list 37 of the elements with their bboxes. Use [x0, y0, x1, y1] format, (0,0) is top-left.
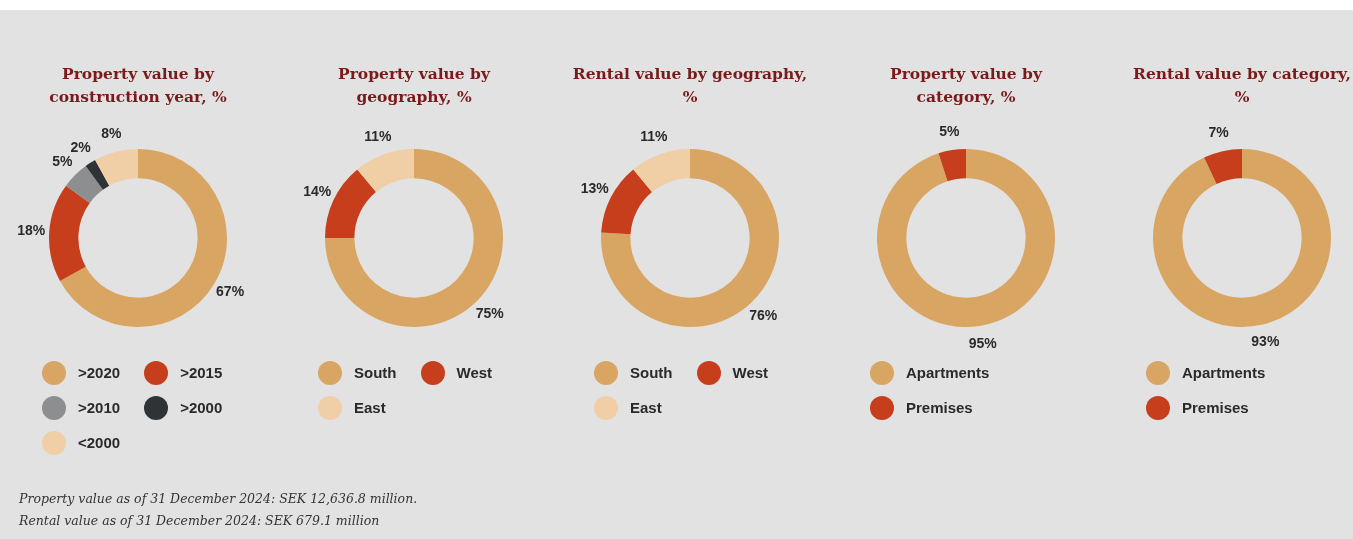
legend-label: South	[630, 364, 673, 381]
legend-label: West	[456, 364, 493, 381]
legend-label: East	[354, 399, 386, 416]
legend-label: Apartments	[906, 364, 990, 381]
data-label: 5%	[939, 123, 960, 140]
data-label: 11%	[364, 128, 392, 145]
data-label: 95%	[968, 334, 998, 351]
data-label: 76%	[749, 306, 778, 323]
data-label: 11%	[640, 128, 668, 145]
data-label: 13%	[580, 180, 610, 197]
legend-label: <2000	[78, 434, 121, 451]
data-label: 2%	[70, 138, 92, 155]
text: Property value as of 31 December 2024: SEK 12,636.8 million.	[19, 490, 418, 508]
legend-label: West	[732, 364, 769, 381]
data-label: 93%	[1251, 333, 1280, 350]
legend-label: Premises	[1182, 399, 1249, 416]
text: Rental value as of 31 December 2024: SEK 679.1 million	[19, 512, 381, 530]
data-label: 8%	[101, 125, 123, 142]
data-label: 7%	[1208, 124, 1230, 141]
legend-label: >2000	[180, 399, 223, 416]
legend-label: >2020	[78, 364, 121, 381]
legend-label: >2010	[78, 399, 121, 416]
data-label: 18%	[17, 222, 46, 239]
legend-label: Premises	[906, 399, 973, 416]
chart-title: Rental value by category, %	[1132, 63, 1352, 108]
data-label: 14%	[303, 183, 332, 200]
chart-title: Rental value by geography, %	[572, 63, 808, 108]
chart-title: Property value by construction year, %	[48, 63, 228, 108]
legend-label: Apartments	[1182, 364, 1266, 381]
chart-title: Property value by category, %	[889, 63, 1044, 108]
chart-title: Property value by geography, %	[337, 63, 492, 108]
legend-label: >2015	[180, 364, 223, 381]
legend-label: South	[354, 364, 397, 381]
data-label: 75%	[475, 304, 505, 321]
data-label: 67%	[216, 283, 245, 300]
data-label: 5%	[52, 153, 74, 170]
legend-label: East	[630, 399, 662, 416]
